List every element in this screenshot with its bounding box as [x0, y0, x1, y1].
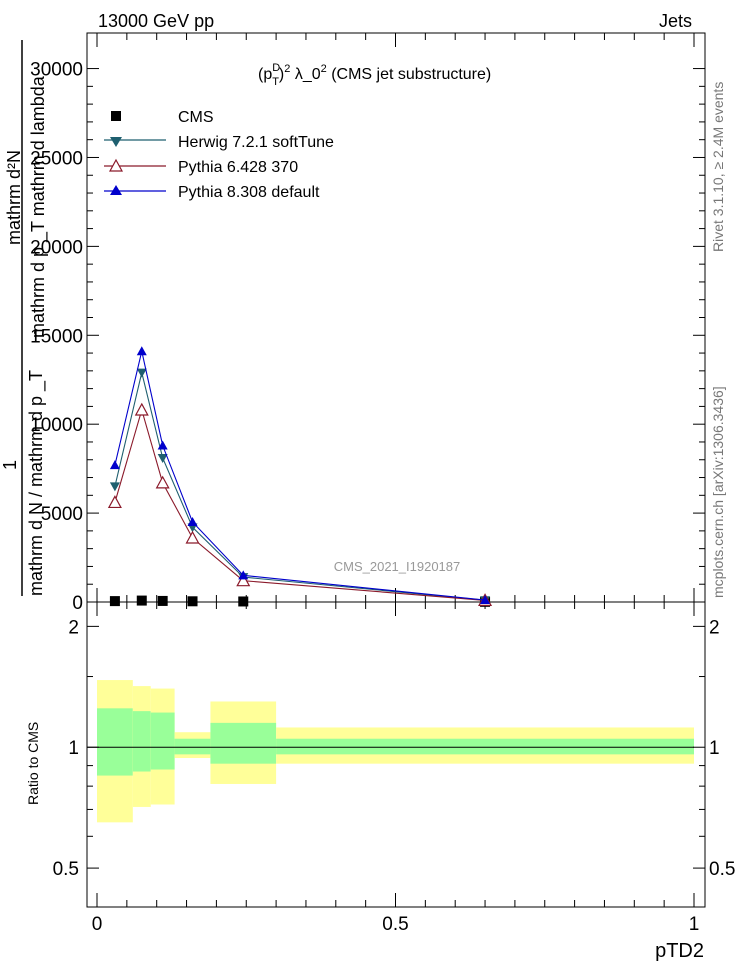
legend-herwig-label: Herwig 7.2.1 softTune [178, 134, 334, 151]
ratio-ytick-label-right-1: 1 [709, 738, 720, 759]
title-sup-2b: 2 [321, 63, 327, 75]
ratio-band-inner-2 [150, 712, 175, 770]
legend: CMS Herwig 7.2.1 softTune Pythia 6.428 3… [104, 109, 334, 201]
point-3-5 [480, 595, 491, 605]
legend-pythia6-marker [108, 158, 124, 172]
main-ylabel: mathrm d²N mathrm d p _T mathrm d lambda… [0, 40, 49, 596]
title-tail: (CMS jet substructure) [327, 66, 491, 83]
point-0-3 [187, 596, 198, 607]
title-sub-t: T [272, 76, 279, 88]
point-0-4 [238, 596, 249, 607]
title-rest: λ_0 [290, 66, 320, 83]
ylabel-mid: mathrm d p _T mathrm d lambda [28, 75, 49, 338]
point-3-3 [187, 516, 198, 526]
point-3-4 [238, 570, 249, 580]
ratio-yticks: 0.5 0.5 1 1 2 2 [53, 617, 736, 880]
ylabel-top: mathrm d²N [4, 150, 24, 245]
series-line-1 [114, 372, 486, 601]
legend-herwig-marker [110, 137, 122, 147]
series-line-2 [114, 407, 486, 601]
point-1-2 [157, 453, 168, 463]
main-ytick-label-3: 15000 [30, 326, 83, 347]
point-3-2 [157, 440, 168, 450]
header-right: Jets [659, 11, 692, 31]
mcplots-label: mcplots.cern.ch [arXiv:1306.3436] [710, 386, 726, 598]
main-ytick-label-2: 10000 [30, 415, 83, 436]
ratio-ytick-label-2: 2 [68, 617, 79, 638]
ratio-band-inner-1 [132, 711, 151, 772]
title-sup-2: 2 [284, 63, 290, 75]
main-ytick-label-6: 30000 [30, 60, 83, 81]
point-2-4 [236, 573, 251, 587]
point-0-1 [136, 595, 147, 606]
legend-cms-label: CMS [178, 109, 214, 126]
point-2-1 [134, 402, 149, 416]
ratio-band-inner-3 [174, 738, 211, 755]
point-0-2 [157, 595, 168, 606]
ratio-band-inner-5 [276, 738, 694, 755]
xtick-label-1: 0.5 [382, 914, 408, 935]
point-2-2 [155, 475, 170, 489]
series-2 [107, 402, 493, 606]
ratio-band-inner-4 [210, 722, 277, 764]
plot-title: (pD T)2 λ_02 (CMS jet substructure) [258, 62, 491, 88]
legend-cms-marker [111, 111, 121, 121]
ratio-ytick-label-1: 1 [68, 738, 79, 759]
point-1-0 [109, 482, 120, 492]
point-1-1 [136, 368, 147, 378]
ratio-bands [97, 680, 694, 823]
series-line-3 [114, 351, 486, 601]
ratio-ytick-label-0: 0.5 [53, 859, 79, 880]
xtick-label-0: 0 [92, 914, 103, 935]
ratio-band-inner-0 [97, 708, 133, 776]
main-ytick-label-5: 25000 [30, 148, 83, 169]
watermark: CMS_2021_I1920187 [334, 559, 461, 574]
series-layer [107, 346, 493, 607]
ratio-ylabel: Ratio to CMS [25, 722, 41, 805]
main-ytick-label-4: 20000 [30, 237, 83, 258]
main-yticks: 0 5000 10000 15000 20000 25000 30000 [30, 60, 705, 614]
series-0 [109, 595, 491, 607]
ylabel-bottom: mathrm d N / mathrm d p _T [26, 370, 47, 596]
point-2-3 [185, 530, 200, 544]
title-main: (p [258, 66, 272, 83]
series-3 [109, 346, 491, 605]
point-2-0 [107, 495, 122, 509]
header-left: 13000 GeV pp [98, 11, 214, 31]
main-ytick-label-1: 5000 [41, 504, 83, 525]
point-0-0 [109, 596, 120, 607]
legend-pythia8-marker [110, 185, 122, 195]
main-ytick-label-0: 0 [72, 593, 83, 614]
ylabel-one: 1 [0, 460, 20, 470]
ratio-ytick-label-right-2: 2 [709, 617, 720, 638]
xtick-label-2: 1 [689, 914, 700, 935]
title-sup-d: D [272, 62, 280, 74]
rivet-label: Rivet 3.1.10, ≥ 2.4M events [710, 82, 726, 252]
point-3-0 [109, 460, 120, 470]
ratio-ytick-label-right-0: 0.5 [709, 859, 735, 880]
x-ticks: 0 0.5 1 [92, 33, 700, 935]
legend-pythia8-label: Pythia 8.308 default [178, 184, 320, 201]
point-3-1 [136, 346, 147, 356]
x-axis-label: pTD2 [655, 940, 704, 962]
legend-pythia6-label: Pythia 6.428 370 [178, 159, 298, 176]
